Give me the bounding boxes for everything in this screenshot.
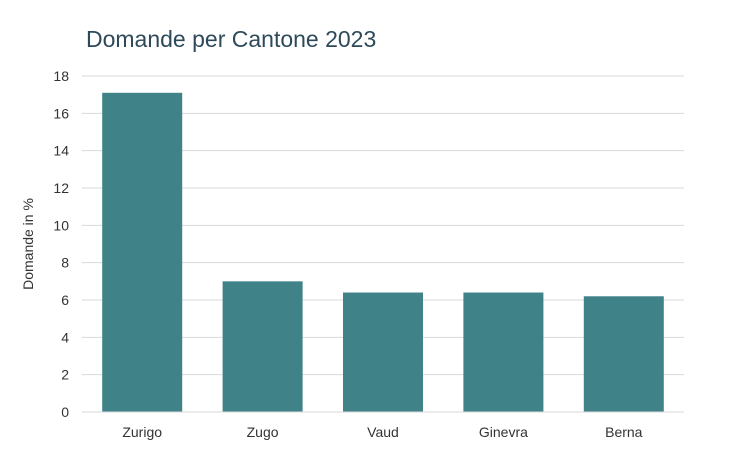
y-tick-label: 2 [61,367,69,383]
y-axis-ticks: 0 2 4 6 8 10 12 14 16 18 [53,68,69,420]
x-category-label: Berna [605,424,643,440]
bar-vaud [343,293,423,412]
x-category-label: Vaud [367,424,399,440]
y-tick-label: 8 [61,255,69,271]
y-tick-label: 4 [61,329,69,345]
y-tick-label: 6 [61,292,69,308]
x-category-label: Ginevra [479,424,528,440]
bar-zugo [223,281,303,412]
y-tick-label: 10 [53,217,69,233]
bar-ginevra [463,293,543,412]
bar-berna [584,296,664,412]
y-tick-label: 14 [53,143,69,159]
y-tick-label: 16 [53,105,69,121]
y-tick-label: 18 [53,68,69,84]
y-tick-label: 12 [53,180,69,196]
x-category-label: Zugo [247,424,279,440]
bar-zurigo [102,93,182,412]
y-tick-label: 0 [61,404,69,420]
y-axis-title: Domande in % [20,198,36,290]
x-category-label: Zurigo [122,424,162,440]
x-axis-categories: Zurigo Zugo Vaud Ginevra Berna [122,424,642,440]
bars [102,93,664,412]
